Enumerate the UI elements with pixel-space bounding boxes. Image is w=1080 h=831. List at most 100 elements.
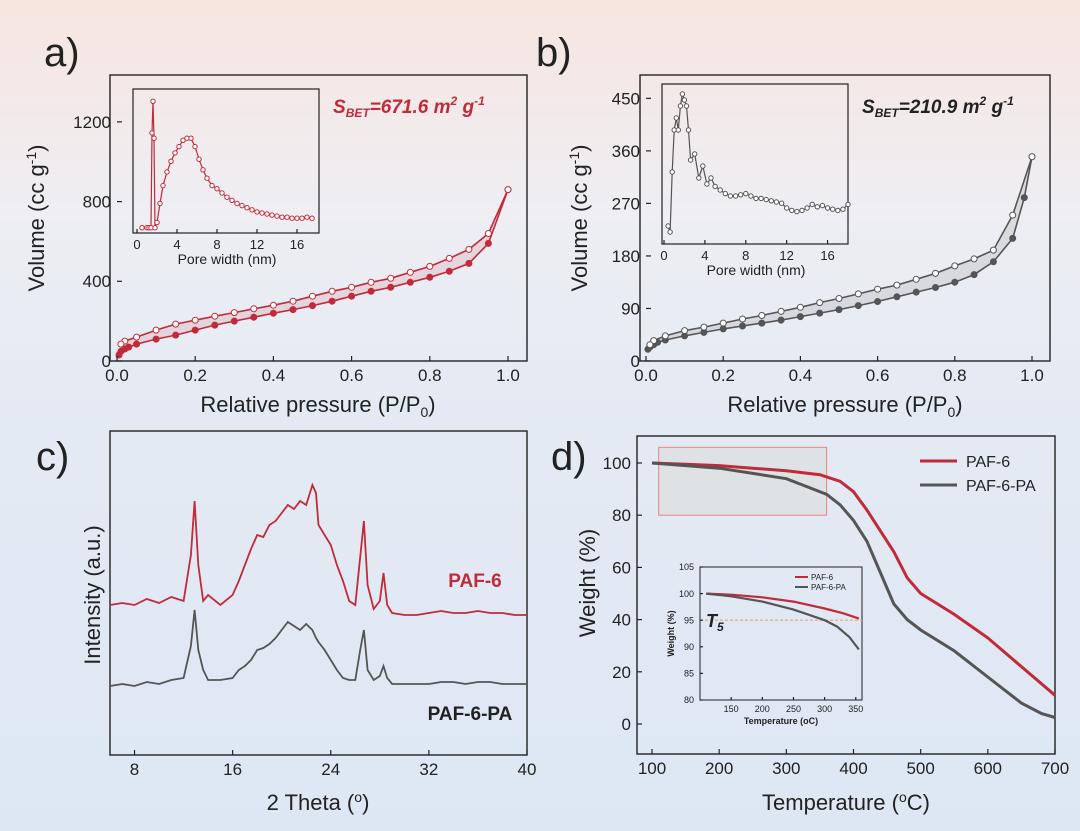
panel-d-x-label-4: 500 <box>906 759 934 778</box>
panel-a-inset-point-4 <box>149 130 155 136</box>
panel-b-xlabel: Relative pressure (P/P0) <box>727 392 962 420</box>
panel-b-inset-point-40 <box>830 206 836 212</box>
panel-a-inset-x-label-3: 12 <box>250 237 264 252</box>
panel-d-x-label-1: 200 <box>705 759 733 778</box>
panel-d-inset-y-label-4: 100 <box>679 589 694 599</box>
panel-b-inset-point-0 <box>665 223 671 229</box>
panel-a-inset-point-36 <box>279 214 285 220</box>
panel-b-inset-point-32 <box>789 207 795 214</box>
panel-b-adsorption-point-10 <box>777 316 785 324</box>
panel-d-inset-y-label-1: 85 <box>684 669 694 679</box>
panel-d-inset-series-0 <box>706 592 860 620</box>
panel-b-inset-x-label-3: 12 <box>779 248 793 263</box>
panel-b-sbet-annotation: SBET=210.9 m2 g-1 <box>862 94 1014 120</box>
panel-b-desorption-point-3 <box>970 255 978 263</box>
panel-c-series-1 <box>109 609 527 687</box>
panel-b-inset-point-12 <box>692 151 698 157</box>
panel-b-x-label-0: 0.0 <box>634 366 658 385</box>
panel-a-x-label-5: 1.0 <box>496 366 520 385</box>
panel-a-adsorption-point-6 <box>172 331 180 339</box>
panel-d-y-label-4: 80 <box>612 506 631 525</box>
panel-a-sbet-g: g <box>457 97 474 118</box>
panel-b-desorption-point-4 <box>951 262 959 270</box>
panel-a-desorption-point-8 <box>348 283 356 291</box>
panel-a-adsorption-point-20 <box>445 267 453 275</box>
panel-b-adsorption-point-13 <box>835 306 843 314</box>
panel-b-x-label-1: 0.2 <box>711 366 735 385</box>
panel-a-inset-x-label-0: 0 <box>133 237 140 252</box>
panel-b-adsorption-point-12 <box>816 309 824 317</box>
panel-b-inset-point-31 <box>784 205 790 211</box>
panel-a-adsorption-point-15 <box>348 292 356 300</box>
panel-c-xlabel: 2 Theta (o) <box>267 789 370 815</box>
panel-a-inset-point-9 <box>157 200 163 207</box>
panel-b-adsorption-point-8 <box>739 322 746 330</box>
panel-b-inset-line <box>667 93 849 233</box>
panel-a-y-label-1: 400 <box>83 272 111 291</box>
panel-b-inset-x-label-2: 8 <box>742 248 749 263</box>
panel-a-inset-point-23 <box>214 186 220 192</box>
panel-a-desorption-point-17 <box>172 320 180 328</box>
panel-b-x-label-2: 0.4 <box>789 366 813 385</box>
panel-b-inset-xlabel: Pore width (nm) <box>707 262 806 278</box>
panel-b-desorption-point-15 <box>739 315 746 323</box>
panel-a-inset-point-22 <box>209 182 215 189</box>
panel-d-inset-T5: T5 <box>706 611 724 634</box>
panel-a-adsorption-point-22 <box>484 239 492 247</box>
panel-b-desorption-point-10 <box>835 295 843 302</box>
panel-b-inset-point-20 <box>727 193 734 199</box>
panel-a-desorption-point-10 <box>309 292 316 300</box>
panel-a-adsorption-point-16 <box>367 287 375 295</box>
panel-b-desorption-point-12 <box>796 303 804 311</box>
panel-a-inset-point-12 <box>168 158 174 165</box>
panel-a-desorption-point-13 <box>250 305 258 313</box>
panel-a-inset-point-35 <box>274 213 280 219</box>
panel-c-x-label-2: 24 <box>321 760 340 779</box>
panel-c-x-label-3: 32 <box>419 760 438 779</box>
panel-a-desorption-point-12 <box>269 301 277 309</box>
panel-c-ylabel: Intensity (a.u.) <box>80 525 105 664</box>
panel-b-ylabel: Volume (cc g-1) <box>566 145 592 292</box>
panel-c-x-label-0: 8 <box>130 760 139 779</box>
panel-a-adsorption-point-10 <box>250 313 258 321</box>
panel-b-sbet-value: =210.9 m <box>899 97 980 118</box>
panel-d-y-label-3: 60 <box>612 558 631 577</box>
panel-b-adsorption-point-21 <box>989 258 997 266</box>
panel-b-y-label-2: 180 <box>612 247 640 266</box>
panel-b-x-label-4: 0.8 <box>943 366 967 385</box>
panel-b-desorption-line <box>649 156 1033 346</box>
panel-a-inset-point-6 <box>151 135 157 141</box>
panel-a-inset-point-27 <box>234 200 240 207</box>
panel-a-desorption-point-21 <box>117 340 125 348</box>
panel-d-legend-label-0: PAF-6 <box>966 454 1010 471</box>
panel-a-inset-line <box>142 101 313 229</box>
panel-b-adsorption-point-18 <box>932 284 939 291</box>
panel-b-inset-point-5 <box>675 127 681 133</box>
panel-b-desorption-point-9 <box>854 290 862 298</box>
panel-a-inset-point-17 <box>188 135 194 141</box>
panel-b-sbet-sup2: -1 <box>1003 94 1014 108</box>
panel-b-desorption-point-2 <box>989 246 997 254</box>
panel-a-adsorption-point-18 <box>406 278 414 286</box>
panel-d-inset-ylabel: Weight (%) <box>666 610 676 656</box>
panel-d-legend-label-1: PAF-6-PA <box>966 478 1036 495</box>
panel-d-inset-y-label-3: 95 <box>684 615 694 625</box>
panel-a-desorption-point-14 <box>230 309 238 317</box>
panel-c-letter: c) <box>36 435 69 479</box>
panel-b-inset-point-19 <box>722 190 728 197</box>
panel-b-inset-point-21 <box>732 193 739 199</box>
panel-a-inset-x-label-1: 4 <box>173 237 180 252</box>
panel-b-inset-point-1 <box>667 229 673 235</box>
panel-a-adsorption-point-19 <box>426 273 434 281</box>
panel-b-desorption-point-19 <box>661 332 669 340</box>
panel-b-sbet-sup1: 2 <box>979 94 987 108</box>
panel-b-inset-point-28 <box>768 198 774 204</box>
panel-b-adsorption-point-16 <box>893 293 901 301</box>
panel-d-xlabel: Temperature (oC) <box>762 789 930 815</box>
panel-a-adsorption-point-17 <box>387 283 395 291</box>
panel-a-x-label-3: 0.6 <box>340 366 364 385</box>
panel-a-y-label-3: 1200 <box>73 113 111 132</box>
panel-b-y-label-3: 270 <box>612 194 640 213</box>
panel-b-inset-point-38 <box>819 202 826 209</box>
